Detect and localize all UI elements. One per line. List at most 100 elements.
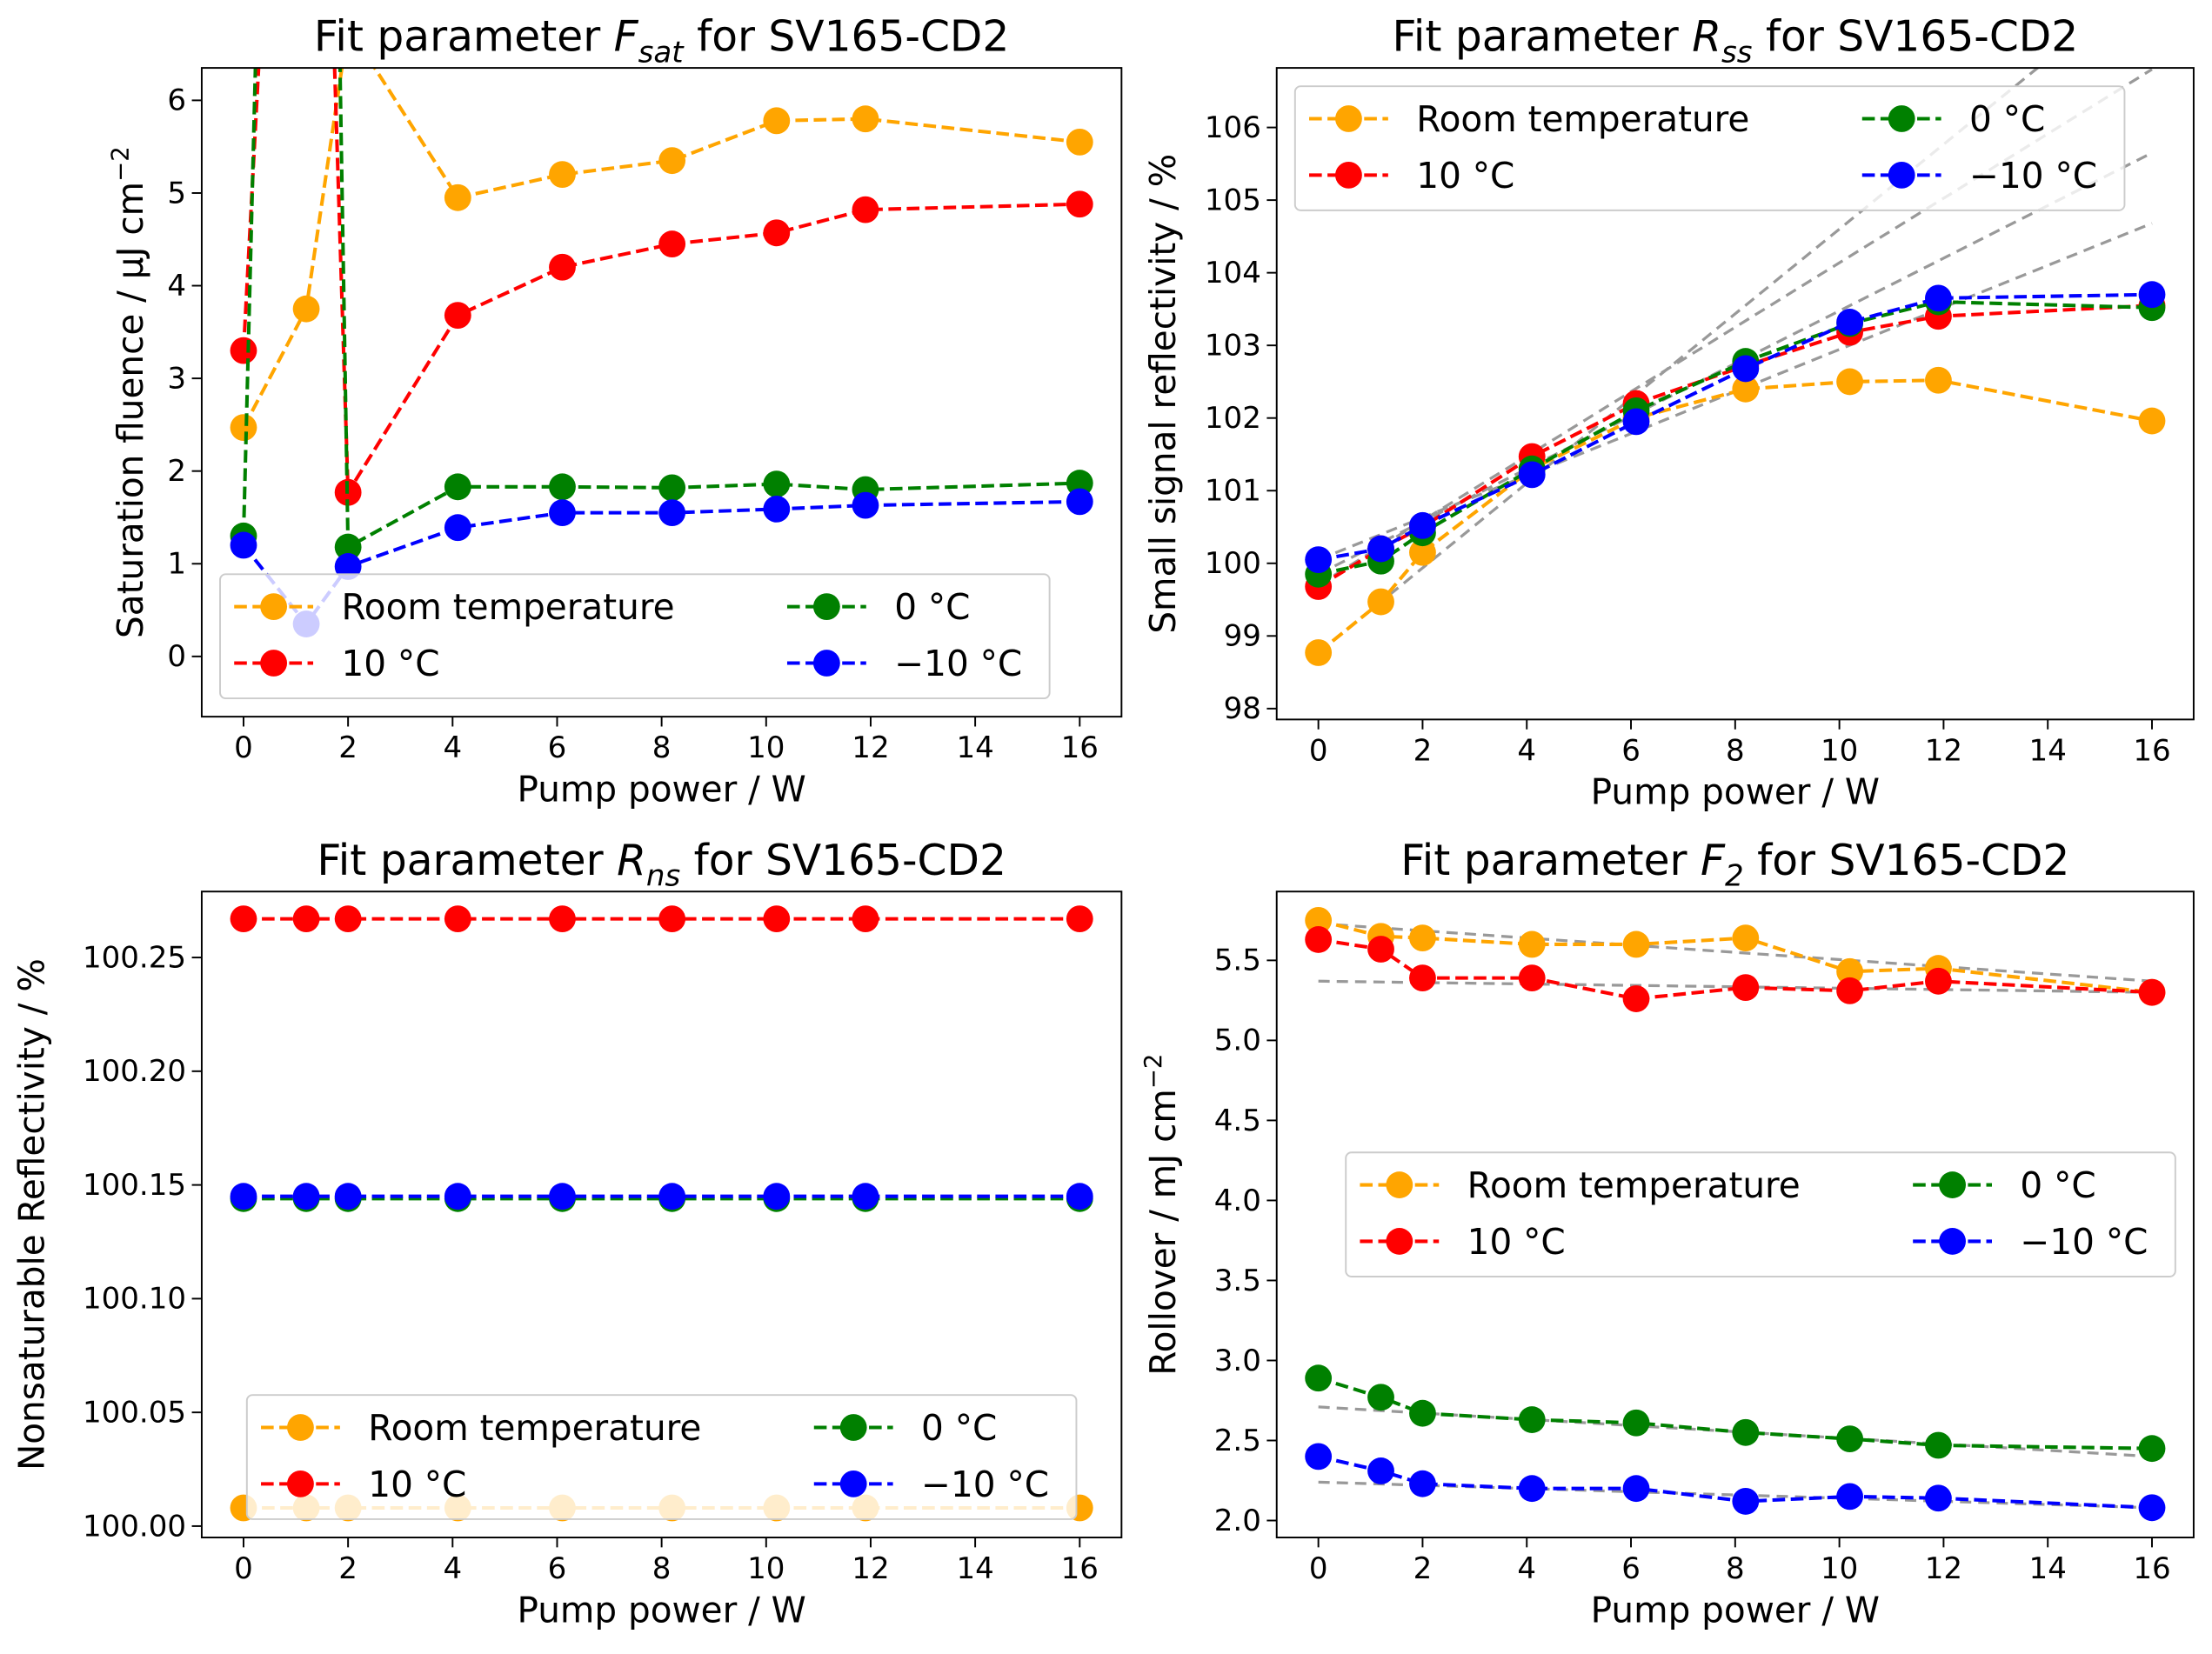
data-point	[1732, 924, 1760, 952]
data-point	[1305, 1443, 1333, 1471]
data-point	[230, 337, 257, 364]
data-point	[230, 905, 257, 933]
data-point	[1836, 1425, 1864, 1453]
legend-marker	[1335, 161, 1362, 189]
title-subscript: sat	[638, 36, 685, 70]
legend: Room temperature 10 °C 0 °C −10 °C	[1293, 85, 2126, 211]
data-point	[334, 553, 362, 580]
data-point	[1925, 284, 1952, 312]
fit-line	[1317, 68, 2041, 654]
x-tick-label: 8	[1726, 733, 1745, 768]
data-point	[1066, 190, 1093, 218]
plot-area	[1305, 906, 2166, 1522]
legend-label: Room temperature	[341, 586, 674, 628]
x-tick-label: 12	[852, 730, 889, 765]
x-axis-label: Pump power / W	[517, 768, 805, 810]
x-tick-label: 16	[1061, 730, 1099, 765]
data-point	[1925, 1484, 1952, 1512]
legend-marker	[839, 1414, 867, 1441]
data-point	[1305, 926, 1333, 953]
x-tick-label: 2	[1413, 1551, 1433, 1586]
y-label-text: Saturation fluence / μJ cm	[110, 182, 151, 638]
title-symbol: R	[1692, 13, 1721, 62]
data-point	[334, 905, 362, 933]
data-point	[658, 499, 686, 527]
x-tick-label: 16	[2133, 733, 2170, 768]
legend-marker	[287, 1414, 314, 1441]
data-point	[230, 1183, 257, 1210]
data-point	[1732, 1418, 1760, 1446]
y-tick-label: 100	[1205, 546, 1261, 581]
data-point	[444, 514, 471, 542]
y-tick-label: 98	[1224, 691, 1261, 726]
x-tick-label: 14	[2029, 733, 2067, 768]
y-axis-label: Saturation fluence / μJ cm−2	[106, 146, 151, 638]
data-point	[658, 1183, 686, 1210]
x-axis-label: Pump power / W	[1591, 771, 1880, 813]
legend-label: Room temperature	[368, 1407, 701, 1449]
data-point	[658, 474, 686, 502]
fit-line	[1318, 922, 2153, 983]
legend-label: −10 °C	[921, 1464, 1049, 1505]
data-point	[549, 161, 576, 189]
title-subscript: ns	[646, 859, 681, 894]
data-point	[334, 1183, 362, 1210]
legend-label: −10 °C	[894, 643, 1022, 684]
title-prefix: Fit parameter	[317, 837, 617, 885]
x-tick-label: 0	[234, 1551, 253, 1586]
axes-frame	[1275, 890, 2195, 1538]
legend-marker	[812, 650, 840, 677]
x-tick-label: 12	[1925, 1551, 1962, 1586]
data-point	[763, 1183, 791, 1210]
y-tick-label: 4.5	[1214, 1104, 1261, 1138]
fit-line	[1318, 1405, 2153, 1458]
y-tick-label: 6	[167, 83, 186, 118]
data-point	[1409, 964, 1436, 992]
data-point	[1066, 488, 1093, 516]
legend-marker	[1888, 161, 1915, 189]
data-point	[1622, 1475, 1650, 1503]
data-point	[1622, 930, 1650, 958]
data-point	[1367, 535, 1394, 563]
y-tick-label: 105	[1205, 183, 1261, 217]
axes-frame	[200, 890, 1123, 1538]
series-line	[242, 68, 1080, 429]
data-point	[230, 414, 257, 442]
x-tick-label: 0	[234, 730, 253, 765]
legend-label: −10 °C	[2020, 1221, 2148, 1263]
data-point	[1836, 977, 1864, 1004]
x-tick-label: 6	[1621, 1551, 1641, 1586]
y-tick-label: 100.00	[83, 1509, 186, 1544]
series-line	[1317, 378, 2153, 655]
data-point	[1305, 906, 1333, 934]
x-tick-label: 6	[1621, 733, 1641, 768]
data-point	[1066, 905, 1093, 933]
data-point	[1305, 546, 1333, 574]
chart-title: Fit parameter Rss for SV165-CD2	[1392, 13, 2078, 70]
data-point	[1836, 309, 1864, 336]
data-point	[2138, 281, 2166, 309]
x-tick-label: 16	[2133, 1551, 2170, 1586]
y-tick-label: 5.0	[1214, 1024, 1261, 1058]
y-tick-label: 101	[1205, 474, 1261, 509]
x-tick-label: 4	[443, 730, 462, 765]
x-tick-label: 12	[852, 1551, 889, 1586]
data-point	[444, 905, 471, 933]
data-point	[292, 905, 320, 933]
y-tick-label: 4	[167, 269, 186, 303]
legend-marker	[260, 650, 288, 677]
y-tick-label: 103	[1205, 329, 1261, 363]
data-point	[1518, 1406, 1546, 1433]
data-point	[1732, 375, 1760, 403]
y-tick-label: 4.0	[1214, 1184, 1261, 1218]
data-point	[1925, 366, 1952, 394]
data-point	[852, 1183, 879, 1210]
x-tick-label: 10	[747, 1551, 785, 1586]
chart-title: Fit parameter Fsat for SV165-CD2	[314, 13, 1009, 70]
title-symbol: R	[617, 837, 646, 885]
chart: Fit parameter Rss for SV165-CD2 Pump powe…	[1142, 13, 2195, 813]
y-tick-label: 2	[167, 454, 186, 489]
chart: Fit parameter Fsat for SV165-CD2 Pump pow…	[106, 13, 1123, 810]
data-point	[444, 1183, 471, 1210]
